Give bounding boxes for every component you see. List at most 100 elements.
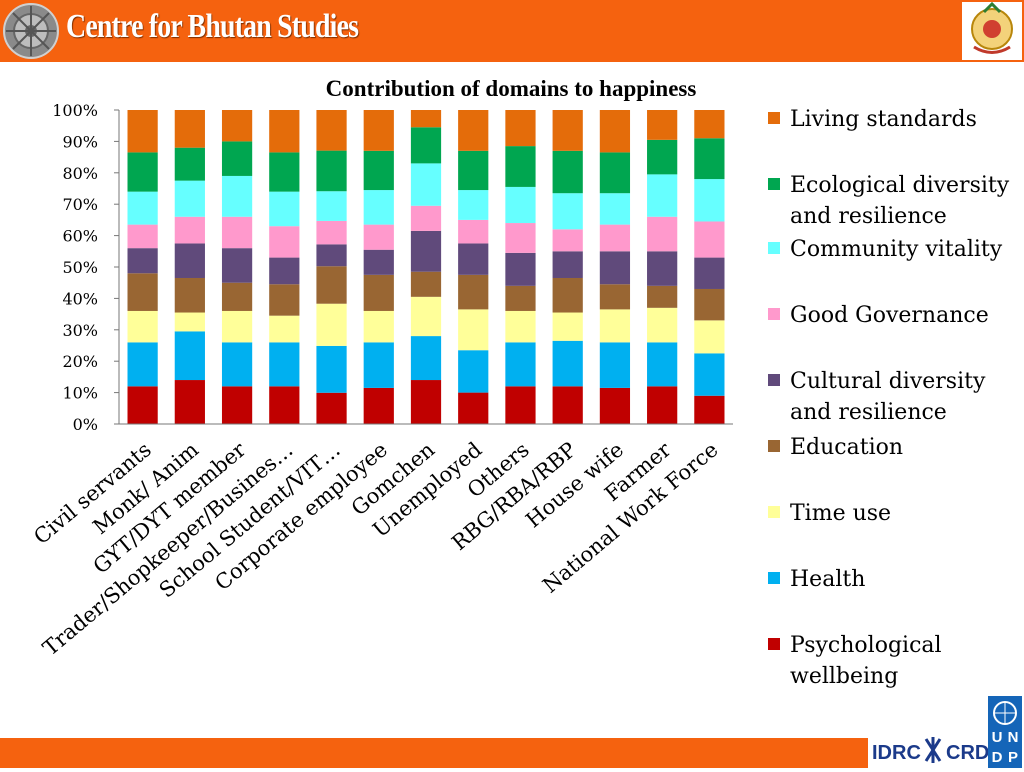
legend-swatch [768, 308, 780, 320]
bar-segment [552, 251, 583, 278]
bar-segment [647, 110, 678, 140]
bar-segment [269, 110, 300, 153]
bar-segment [552, 312, 583, 341]
idrc-star-icon [924, 737, 942, 763]
bar-segment [363, 274, 394, 311]
bar-segment [552, 386, 583, 424]
bar-segment [363, 224, 394, 250]
y-tick-label: 90% [62, 132, 98, 151]
bar-stack [221, 110, 253, 424]
bar-segment [316, 191, 347, 221]
bar-segment [647, 251, 678, 286]
crdi-logo: CRDI [946, 742, 995, 764]
bar-segment [552, 193, 583, 230]
bar-segment [127, 110, 158, 153]
bar-segment [127, 152, 158, 192]
legend-swatch [768, 572, 780, 584]
header-bar: Centre for Bhutan Studies [0, 0, 1024, 62]
bar-segment [174, 277, 205, 313]
chart-title: Contribution of domains to happiness [326, 76, 697, 101]
bar-segment [505, 310, 536, 343]
bar-segment [127, 386, 158, 424]
bar-segment [316, 266, 347, 304]
bar-segment [221, 282, 253, 311]
bar-segment [269, 315, 300, 343]
bar-segment [599, 251, 631, 285]
bar-segment [269, 386, 300, 424]
bar-segment [221, 248, 253, 283]
bar-segment [221, 141, 253, 176]
bar-segment [363, 310, 394, 343]
bar-segment [458, 243, 489, 275]
bar-segment [221, 310, 253, 343]
bar-segment [363, 387, 394, 424]
bar-segment [316, 303, 347, 346]
bar-segment [647, 174, 678, 217]
bar-stack [552, 110, 583, 424]
bar-stack [599, 110, 631, 424]
bar-segment [694, 353, 725, 396]
bar-segment [221, 216, 253, 249]
legend-label: Time use [790, 501, 892, 526]
bar-segment [505, 342, 536, 387]
bar-segment [458, 110, 489, 151]
bar-segment [316, 244, 347, 267]
bar-segment [174, 243, 205, 278]
legend-swatch [768, 638, 780, 650]
undp-letter: U [992, 729, 1003, 746]
footer-bar [0, 738, 1024, 768]
legend-label: Psychological wellbeing [790, 633, 942, 689]
bar-segment [316, 110, 347, 151]
bhutan-emblem-logo [962, 1, 1022, 60]
bar-segment [505, 386, 536, 424]
bar-segment [505, 110, 536, 147]
bar-segment [316, 150, 347, 192]
undp-letter: P [1008, 749, 1018, 766]
legend-label: Education [790, 435, 904, 460]
bar-segment [694, 320, 725, 354]
bar-segment [599, 387, 631, 424]
y-tick-label: 20% [62, 352, 98, 371]
bar-segment [127, 191, 158, 225]
bar-segment [316, 392, 347, 424]
bar-segment [221, 342, 253, 387]
y-tick-label: 30% [62, 321, 98, 340]
bar-segment [694, 257, 725, 289]
bar-segment [458, 219, 489, 244]
bar-stack [505, 110, 536, 424]
legend-label: Cultural diversity and resilience [790, 369, 986, 425]
legend-swatch [768, 374, 780, 386]
bar-segment [410, 380, 442, 424]
legend-swatch [768, 112, 780, 124]
bar-stack [694, 110, 725, 424]
bar-segment [458, 150, 489, 191]
bar-segment [363, 150, 394, 191]
bar-segment [694, 179, 725, 222]
idrc-logo: IDRC [872, 742, 921, 764]
bar-segment [599, 224, 631, 252]
bar-segment [599, 342, 631, 388]
bar-segment [363, 249, 394, 275]
y-tick-label: 100% [52, 101, 98, 120]
dharma-wheel-logo [3, 3, 59, 59]
y-tick-label: 50% [62, 258, 98, 277]
header-title: Centre for Bhutan Studies [66, 8, 359, 45]
bar-segment [174, 331, 205, 381]
bar-segment [174, 110, 205, 148]
y-tick-label: 0% [73, 415, 98, 434]
bar-segment [127, 224, 158, 249]
bar-segment [599, 284, 631, 310]
legend-label: Community vitality [790, 237, 1003, 262]
bar-stack [127, 110, 158, 424]
bar-segment [410, 296, 442, 337]
bar-segment [316, 220, 347, 245]
bar-segment [269, 226, 300, 258]
bar-segment [174, 380, 205, 424]
bar-segment [599, 193, 631, 225]
y-tick-label: 80% [62, 164, 98, 183]
bar-segment [552, 150, 583, 194]
bar-segment [410, 163, 442, 206]
bar-segment [647, 285, 678, 308]
legend-label: Good Governance [790, 303, 989, 328]
